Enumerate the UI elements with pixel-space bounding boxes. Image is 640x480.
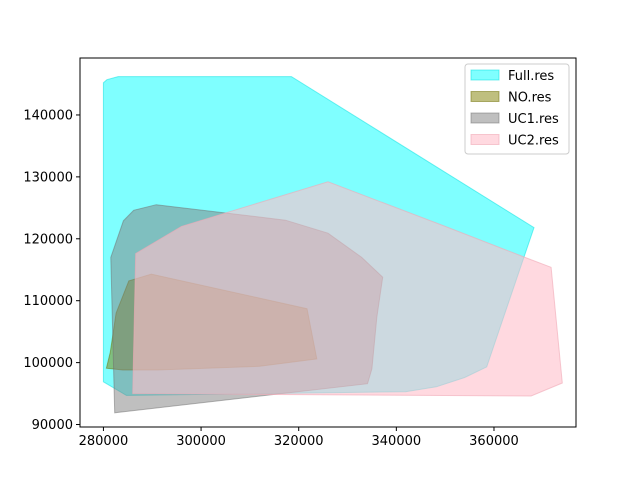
x-tick-label: 300000 xyxy=(176,434,226,449)
legend-swatch xyxy=(470,112,500,124)
legend-box xyxy=(464,63,570,155)
y-axis: 90000 100000 110000 120000 130000 140000 xyxy=(23,108,80,433)
plot-frame xyxy=(79,57,577,428)
y-tick-label: 140000 xyxy=(23,108,73,123)
x-tick-label: 340000 xyxy=(372,434,422,449)
legend-swatch xyxy=(470,91,500,102)
y-tick-label: 120000 xyxy=(23,232,73,247)
y-tick-label: 130000 xyxy=(23,170,73,185)
legend-label: Full.res xyxy=(508,69,554,84)
legend: Full.res NO.res UC1.res UC2.res xyxy=(464,63,570,155)
x-axis: 280000 300000 320000 340000 360000 xyxy=(79,427,519,449)
legend-swatch xyxy=(470,134,500,145)
x-tick-label: 320000 xyxy=(274,434,324,449)
legend-label: NO.res xyxy=(508,91,552,106)
x-tick-label: 360000 xyxy=(469,434,519,449)
series-layer xyxy=(102,76,563,414)
y-tick-label: 90000 xyxy=(32,418,73,433)
x-tick-label: 280000 xyxy=(79,434,129,449)
legend-label: UC2.res xyxy=(508,134,559,149)
y-tick-label: 100000 xyxy=(23,356,73,371)
legend-swatch xyxy=(470,69,500,81)
legend-label: UC1.res xyxy=(508,112,559,127)
series-polygon-uc2-res xyxy=(132,181,563,397)
y-tick-label: 110000 xyxy=(23,294,73,309)
